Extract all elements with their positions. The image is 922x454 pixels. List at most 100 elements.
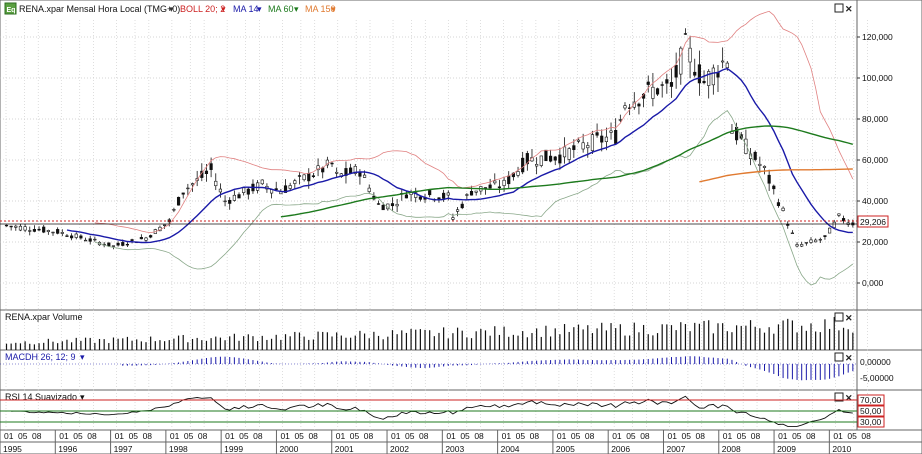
macd-axis-panel xyxy=(856,349,922,391)
month-tick-label: 08 xyxy=(198,431,208,441)
volume-bar xyxy=(89,337,91,350)
volume-bar xyxy=(280,339,282,350)
chevron-down-icon[interactable]: ▾ xyxy=(169,4,174,14)
chevron-down-icon[interactable]: ▾ xyxy=(80,392,85,402)
maximize-icon[interactable] xyxy=(834,3,844,13)
month-tick-label: 05 xyxy=(405,431,415,441)
candle-body xyxy=(828,227,832,234)
month-tick-label: 05 xyxy=(239,431,249,441)
volume-bar xyxy=(782,320,784,350)
candle-body xyxy=(800,244,804,247)
volume-bar xyxy=(805,330,807,350)
candle-body xyxy=(562,146,567,158)
volume-bar xyxy=(461,330,463,350)
candle-body xyxy=(18,225,23,231)
volume-bar xyxy=(531,333,533,350)
candle-body xyxy=(414,192,418,198)
rsi-layer xyxy=(11,395,853,427)
candle-body xyxy=(721,60,725,63)
volume-bar xyxy=(177,335,180,350)
volume-bar xyxy=(596,328,598,350)
indicator-ma14-label[interactable]: MA 14 xyxy=(233,4,259,14)
maximize-icon[interactable] xyxy=(834,392,844,402)
indicator-ma150-label[interactable]: MA 150 xyxy=(305,4,336,14)
volume-bar xyxy=(363,333,366,350)
indicator-boll-label[interactable]: BOLL 20; 2 xyxy=(180,4,225,14)
candle-body xyxy=(795,244,799,247)
candle-body xyxy=(544,149,548,162)
month-tick-label: 08 xyxy=(695,431,705,441)
month-tick-label: 08 xyxy=(585,431,595,441)
year-label: 2005 xyxy=(556,444,575,454)
price-panel[interactable] xyxy=(0,0,858,311)
candle-body xyxy=(256,182,260,191)
price-tick-label: 80,000 xyxy=(862,114,888,124)
candle-body xyxy=(841,218,846,222)
volume-bar xyxy=(424,329,426,350)
maximize-icon[interactable] xyxy=(834,312,844,322)
volume-bar xyxy=(252,336,254,350)
month-tick-label: 05 xyxy=(847,431,857,441)
volume-bar xyxy=(489,335,491,350)
macd-panel[interactable] xyxy=(0,349,858,391)
volume-bar xyxy=(396,334,398,350)
month-tick-label: 01 xyxy=(778,431,788,441)
volume-bar xyxy=(689,331,691,350)
chevron-down-icon[interactable]: ▾ xyxy=(80,352,85,362)
chevron-down-icon[interactable]: ▾ xyxy=(221,4,226,14)
candle-body xyxy=(781,207,785,211)
grid-lines xyxy=(0,20,868,430)
volume-bar xyxy=(847,329,849,350)
volume-bar xyxy=(587,325,589,350)
volume-bar xyxy=(312,339,315,350)
close-icon[interactable]: ✕ xyxy=(845,313,853,323)
close-icon[interactable]: ✕ xyxy=(845,353,853,363)
month-tick-label: 05 xyxy=(681,431,691,441)
year-label: 2003 xyxy=(445,444,464,454)
candle-body xyxy=(497,186,502,189)
volume-bar xyxy=(131,340,133,350)
volume-bar xyxy=(289,336,291,350)
volume-bar xyxy=(52,341,54,350)
chevron-down-icon[interactable]: ▾ xyxy=(257,4,262,14)
volume-bar xyxy=(308,339,310,350)
candle-body xyxy=(725,62,729,68)
volume-bar xyxy=(717,323,719,350)
volume-bar xyxy=(768,327,770,350)
candle-body xyxy=(349,167,353,174)
year-label: 2008 xyxy=(722,444,741,454)
candle-body xyxy=(163,224,167,227)
month-tick-label: 08 xyxy=(474,431,484,441)
year-label: 2009 xyxy=(777,444,796,454)
rsi-panel-title[interactable]: RSI 14 Suavizado xyxy=(5,392,77,402)
chevron-down-icon[interactable]: ▾ xyxy=(331,4,336,14)
chevron-down-icon[interactable]: ▾ xyxy=(294,4,299,14)
candle-body xyxy=(567,148,571,160)
candle-body xyxy=(32,229,36,232)
candle-body xyxy=(646,81,650,85)
volume-bar xyxy=(154,341,156,350)
candle-body xyxy=(111,245,116,247)
maximize-icon[interactable] xyxy=(834,352,844,362)
volume-panel-title[interactable]: RENA.xpar Volume xyxy=(5,312,83,322)
rsi-panel[interactable] xyxy=(0,389,858,431)
symbol-title[interactable]: RENA.xpar Mensal Hora Local (TMG+0) xyxy=(19,4,180,14)
volume-bar xyxy=(549,336,552,350)
close-icon[interactable]: ✕ xyxy=(845,4,853,14)
volume-bar xyxy=(410,328,412,350)
volume-bar xyxy=(196,337,198,350)
volume-bar xyxy=(377,335,380,350)
indicator-ma60-label[interactable]: MA 60 xyxy=(268,4,294,14)
volume-bar xyxy=(47,338,49,350)
macd-panel-title[interactable]: MACDH 26; 12; 9 xyxy=(5,352,76,362)
volume-panel[interactable] xyxy=(0,309,858,351)
close-icon[interactable]: ✕ xyxy=(845,393,853,403)
year-label: 2000 xyxy=(279,444,298,454)
instrument-icon[interactable] xyxy=(4,2,17,15)
volume-bar xyxy=(842,327,845,350)
candle-body xyxy=(23,226,27,231)
candle-body xyxy=(260,179,264,185)
candle-body xyxy=(56,229,60,234)
volume-bar xyxy=(745,325,747,350)
